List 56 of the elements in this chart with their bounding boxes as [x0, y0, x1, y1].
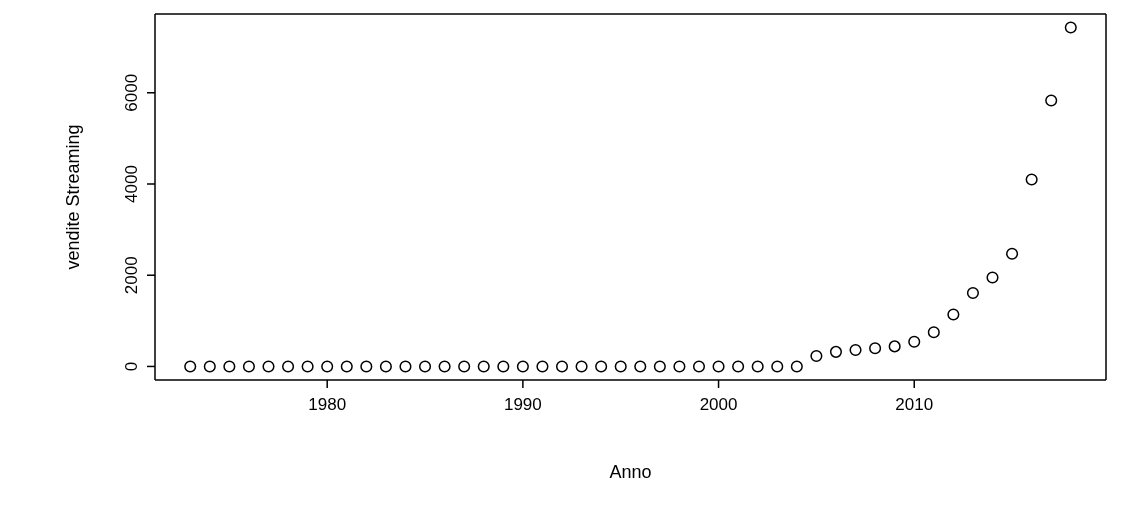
point [947, 308, 960, 321]
point [712, 360, 725, 373]
point [301, 360, 314, 373]
x-tick-label: 1980 [308, 395, 347, 415]
point [262, 360, 275, 373]
point [555, 360, 569, 373]
y-axis-title: vendite Streaming [63, 124, 84, 270]
y-tick-label: 0 [122, 361, 141, 372]
y-tick-label: 2000 [122, 256, 141, 295]
point [849, 343, 862, 357]
point [203, 360, 216, 373]
x-tick-label: 2000 [699, 395, 738, 415]
point [771, 360, 784, 373]
point [360, 360, 373, 373]
point [223, 360, 236, 373]
point [751, 360, 764, 373]
point [575, 360, 588, 373]
point [732, 360, 745, 373]
point [458, 360, 471, 373]
point [966, 286, 979, 300]
point [399, 360, 412, 373]
y-tick-label: 6000 [122, 73, 141, 112]
point [242, 360, 255, 373]
point [986, 271, 999, 284]
x-axis-title: Anno [609, 462, 652, 482]
point [477, 360, 490, 373]
x-tick-label: 1990 [503, 395, 542, 415]
point [497, 360, 510, 373]
point [282, 360, 295, 373]
point [790, 360, 803, 373]
point [908, 335, 921, 348]
point [595, 360, 608, 373]
point [418, 360, 432, 373]
y-tick-label: 4000 [122, 165, 141, 203]
point [692, 360, 706, 373]
point [438, 360, 451, 373]
point [184, 360, 197, 373]
point [634, 360, 647, 373]
point [810, 349, 823, 363]
point [673, 360, 686, 373]
point [653, 360, 666, 373]
point [1006, 247, 1019, 260]
point [614, 360, 627, 373]
point [1025, 173, 1038, 186]
point [340, 360, 353, 373]
point [888, 340, 901, 353]
x-tick-label: 2010 [895, 395, 934, 415]
point [516, 360, 529, 373]
point [1064, 21, 1077, 34]
point [869, 342, 882, 355]
point [379, 360, 392, 373]
point [321, 360, 334, 373]
point [927, 326, 940, 339]
point [829, 345, 843, 358]
point [536, 360, 549, 373]
point [1045, 94, 1058, 107]
